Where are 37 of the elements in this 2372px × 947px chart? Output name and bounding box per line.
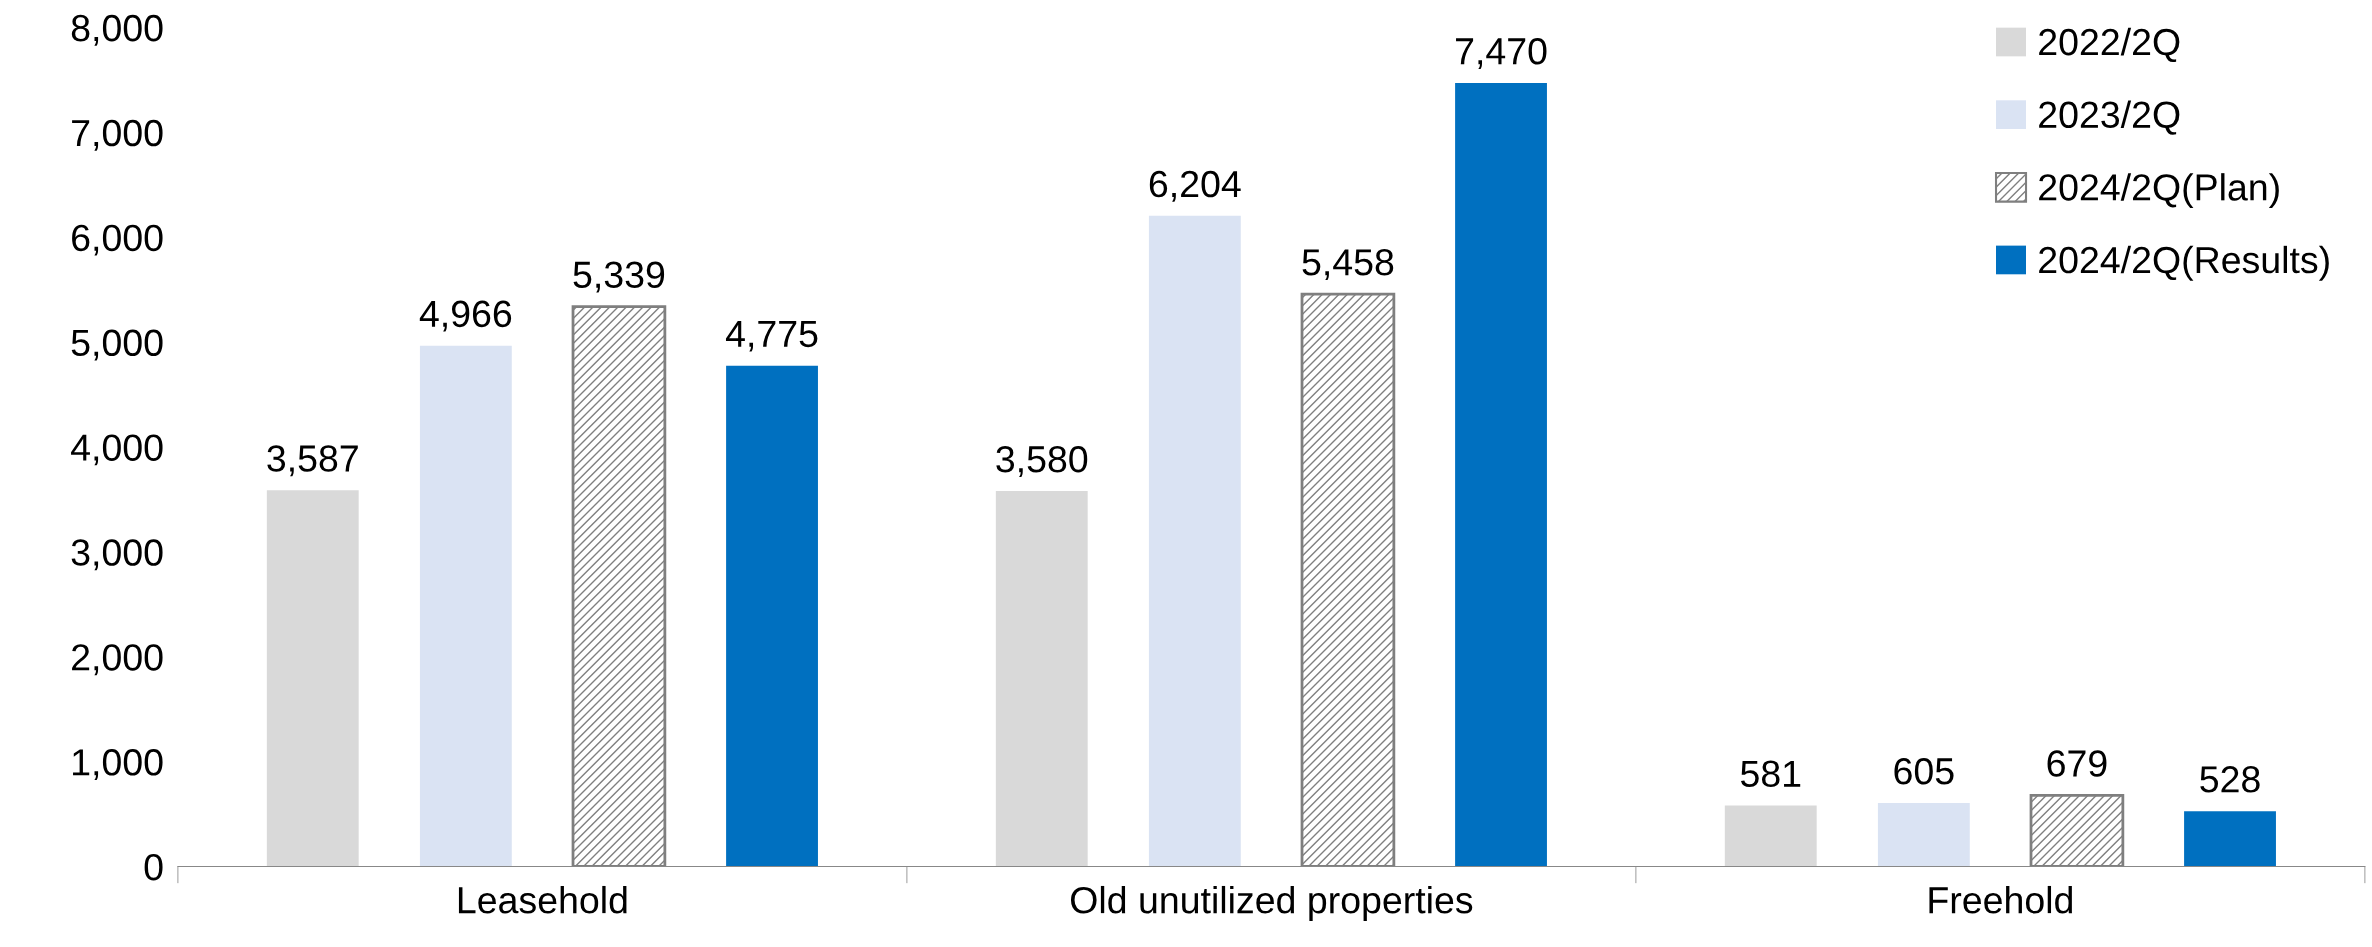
legend-label: 2024/2Q(Plan)	[2039, 173, 2279, 209]
data-label: 605	[1894, 757, 1954, 785]
y-tick-label: 1,000	[73, 749, 163, 781]
y-tick-label: 8,000	[71, 14, 163, 46]
y-tick-label: 6,000	[72, 224, 163, 256]
legend-label: 2023/2Q	[2039, 100, 2180, 135]
bar	[1148, 215, 1241, 867]
bar	[1455, 83, 1547, 867]
y-tick-label: 3,000	[71, 539, 163, 571]
data-label: 7,470	[1456, 37, 1547, 69]
y-tick-label: 2,000	[72, 644, 163, 676]
legend-label: 2024/2Q(Results)	[2039, 245, 2329, 281]
bar	[419, 345, 512, 867]
data-label: 6,204	[1149, 170, 1241, 202]
data-label: 528	[2200, 766, 2260, 793]
y-tick-label: 4,000	[71, 434, 163, 466]
y-tick-label: 0	[144, 853, 163, 881]
data-label: 3,580	[996, 445, 1088, 477]
bar	[2184, 811, 2276, 867]
data-label: 4,775	[725, 321, 818, 352]
y-tick-label: 7,000	[72, 119, 163, 151]
bar	[1724, 805, 1817, 867]
bar	[266, 490, 359, 867]
bar	[726, 365, 818, 867]
data-label: 5,458	[1302, 248, 1394, 280]
legend-label: 2022/2Q	[2039, 27, 2180, 63]
x-tick-label: Freehold	[1929, 885, 2072, 914]
data-label: 3,587	[267, 445, 358, 477]
y-tick-label: 5,000	[71, 329, 163, 361]
x-tick-label: Leasehold	[458, 885, 627, 914]
x-tick-label: Old unutilized properties	[1070, 885, 1473, 921]
data-label: 4,966	[419, 300, 512, 332]
data-label: 581	[1740, 760, 1801, 788]
bar	[1877, 803, 1970, 867]
bar	[995, 491, 1088, 867]
data-label: 679	[2047, 750, 2107, 777]
data-label: 5,339	[573, 261, 665, 293]
